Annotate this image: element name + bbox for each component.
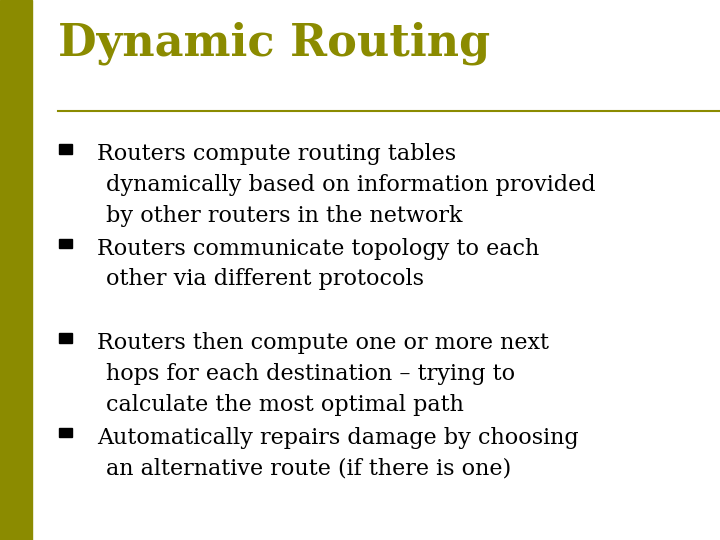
Bar: [0, 0, 32, 540]
Bar: [59, 428, 72, 437]
Bar: [59, 144, 72, 154]
Text: Routers compute routing tables: Routers compute routing tables: [97, 143, 456, 165]
Text: dynamically based on information provided: dynamically based on information provide…: [106, 174, 595, 196]
Text: Dynamic Routing: Dynamic Routing: [58, 21, 490, 65]
Text: Routers communicate topology to each: Routers communicate topology to each: [97, 238, 539, 260]
Text: Automatically repairs damage by choosing: Automatically repairs damage by choosing: [97, 427, 579, 449]
Text: hops for each destination – trying to: hops for each destination – trying to: [106, 363, 515, 385]
Text: Routers then compute one or more next: Routers then compute one or more next: [97, 332, 549, 354]
Bar: [59, 239, 72, 248]
Text: other via different protocols: other via different protocols: [106, 268, 424, 291]
Text: by other routers in the network: by other routers in the network: [106, 205, 462, 227]
Text: calculate the most optimal path: calculate the most optimal path: [106, 394, 464, 416]
Text: an alternative route (if there is one): an alternative route (if there is one): [106, 457, 511, 480]
Bar: [59, 333, 72, 343]
